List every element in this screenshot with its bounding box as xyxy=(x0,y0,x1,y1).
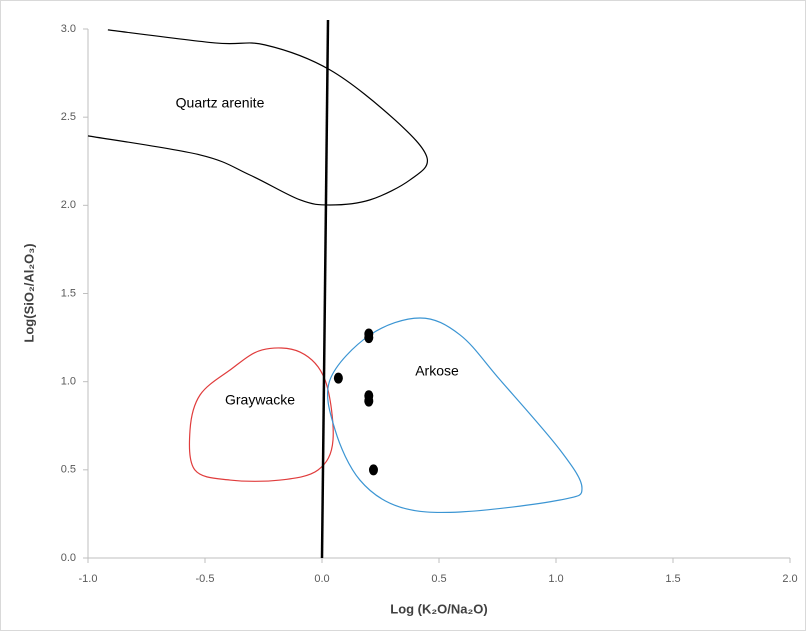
region-boundary xyxy=(327,317,583,514)
region-label: Arkose xyxy=(415,363,459,379)
y-tick-label: 2.0 xyxy=(61,199,76,211)
y-tick-label: 0.0 xyxy=(61,552,76,564)
data-point xyxy=(333,372,343,384)
x-tick-label: 0.0 xyxy=(314,573,329,585)
y-axis-title: Log(SiO₂/Al₂O₃) xyxy=(21,243,36,342)
x-tick-label: 1.0 xyxy=(548,573,563,585)
y-tick-label: 3.0 xyxy=(61,23,76,35)
y-tick-label: 2.5 xyxy=(61,111,76,123)
y-tick-label: 1.0 xyxy=(61,376,76,388)
region-label: Graywacke xyxy=(225,392,295,408)
divider-line xyxy=(320,19,330,559)
data-point xyxy=(368,464,378,476)
region-label: Quartz arenite xyxy=(176,95,265,111)
x-axis-title: Log (K₂O/Na₂O) xyxy=(390,601,488,616)
x-tick-label: 2.0 xyxy=(782,573,797,585)
x-tick-label: -0.5 xyxy=(196,573,215,585)
x-tick-label: 0.5 xyxy=(431,573,446,585)
data-point xyxy=(364,332,374,344)
x-tick-label: -1.0 xyxy=(79,573,98,585)
data-point xyxy=(364,395,374,407)
region-boundary xyxy=(87,29,429,206)
x-tick-label: 1.5 xyxy=(665,573,680,585)
y-tick-label: 1.5 xyxy=(61,287,76,299)
y-tick-label: 0.5 xyxy=(61,464,76,476)
